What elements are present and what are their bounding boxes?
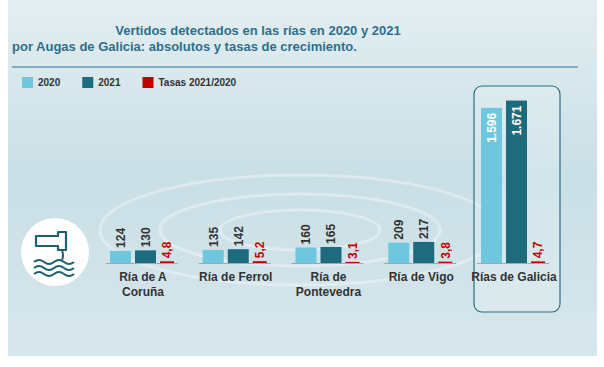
data-label: 142 — [232, 226, 246, 246]
data-label: 165 — [325, 224, 339, 244]
ripples — [100, 175, 500, 285]
category-label: Rías de Galicia — [471, 270, 557, 284]
bar — [160, 261, 174, 263]
data-label: 4,7 — [532, 241, 546, 258]
data-label: 130 — [139, 227, 153, 247]
bar — [135, 250, 156, 263]
marks — [110, 101, 545, 263]
category-line: Pontevedra — [296, 285, 362, 299]
baseline — [106, 263, 178, 264]
icon-wave — [34, 272, 74, 276]
category-label: Ría de ACoruña — [119, 270, 167, 299]
chart: Vertidos detectados en las rías en 2020 … — [0, 0, 604, 367]
legend-swatch — [82, 77, 93, 88]
baseline — [384, 263, 456, 264]
category-label: Ría de Vigo — [389, 270, 454, 284]
subtitle: por Augas de Galicia: absolutos y tasas … — [12, 39, 357, 54]
baseline — [477, 263, 549, 264]
category-label: Ría dePontevedra — [296, 270, 362, 299]
title: Vertidos detectados en las rías en 2020 … — [115, 23, 400, 38]
baseline — [199, 263, 271, 264]
ripple — [160, 194, 440, 266]
bar — [321, 247, 342, 263]
background — [8, 0, 597, 356]
data-labels: 124 135 160 209 1.596 130 142 165 217 1.671 4,8 5,2… — [114, 105, 546, 259]
bar — [506, 101, 527, 263]
category-line: Ría de — [310, 270, 346, 284]
bar — [531, 261, 545, 263]
legend-label: 2021 — [98, 77, 121, 88]
data-label: 3,1 — [346, 242, 360, 259]
category-line: Ría de Vigo — [389, 270, 454, 284]
ripple — [100, 175, 500, 285]
title-rule — [12, 67, 578, 68]
bar — [481, 108, 502, 263]
category-line: Coruña — [122, 285, 164, 299]
bar — [438, 262, 452, 263]
category-line: Ría de A — [119, 270, 167, 284]
icon — [21, 218, 89, 286]
bar — [253, 261, 267, 263]
bar — [110, 251, 131, 263]
baseline — [292, 263, 364, 264]
data-label: 209 — [392, 219, 406, 239]
category-label: Ría de Ferrol — [199, 270, 272, 284]
icon-drop — [62, 250, 63, 260]
icon-circle — [21, 218, 89, 286]
data-label: 124 — [114, 228, 128, 248]
legend-label: Tasas 2021/2020 — [159, 77, 237, 88]
data-label: 4,8 — [161, 241, 175, 258]
bar — [346, 262, 360, 263]
data-label: 5,2 — [253, 241, 267, 258]
bar — [296, 247, 317, 263]
bar — [413, 242, 434, 263]
data-label: 217 — [417, 219, 431, 239]
legend: 2020 2021 Tasas 2021/2020 — [22, 77, 237, 88]
legend-swatch — [143, 77, 154, 88]
legend-swatch — [22, 77, 33, 88]
data-label: 1.596 — [485, 113, 499, 143]
data-label: 135 — [207, 227, 221, 247]
data-label: 1.671 — [510, 105, 524, 135]
category-line: Rías de Galicia — [471, 270, 557, 284]
bar — [388, 243, 409, 263]
bar — [228, 249, 249, 263]
bar — [203, 250, 224, 263]
icon-wave — [34, 266, 74, 270]
icon-wave — [34, 260, 74, 264]
data-label: 160 — [300, 224, 314, 244]
icon-pipe — [36, 232, 66, 250]
category-line: Ría de Ferrol — [199, 270, 272, 284]
data-label: 3,8 — [439, 242, 453, 259]
legend-label: 2020 — [38, 77, 61, 88]
